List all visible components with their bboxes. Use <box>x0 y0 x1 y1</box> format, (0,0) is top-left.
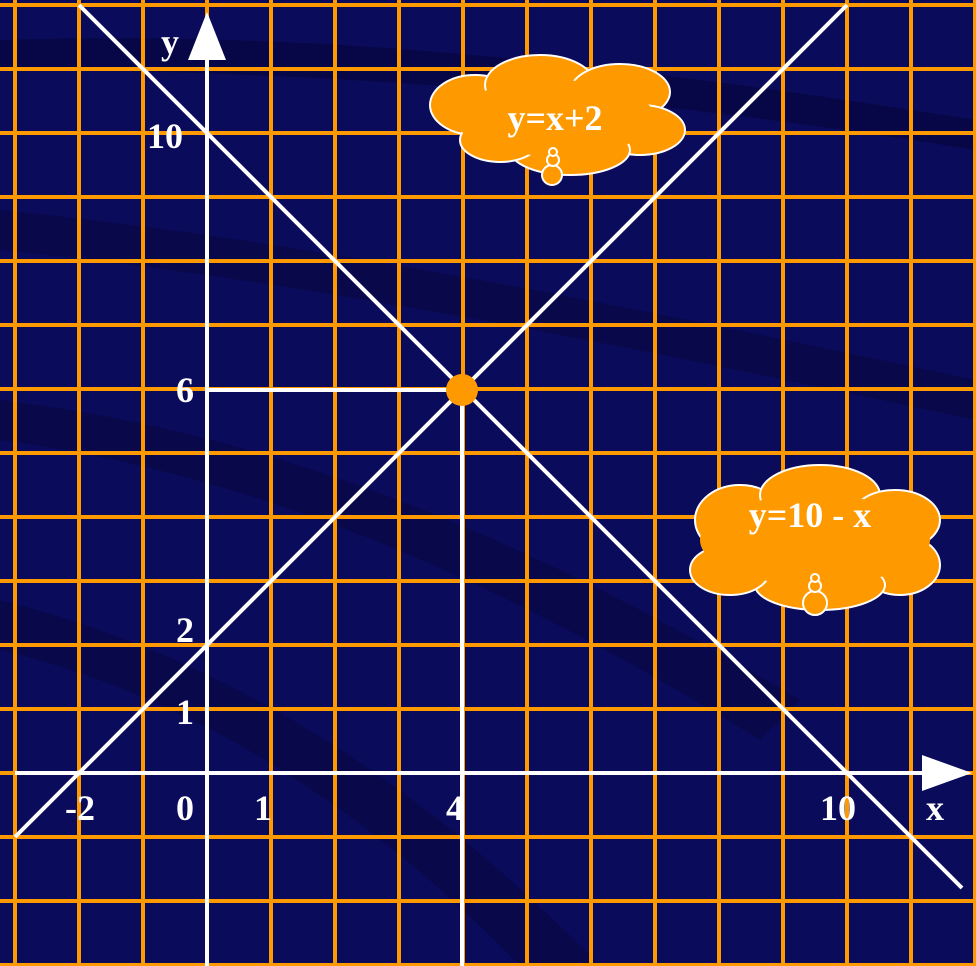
x-tick-label: 1 <box>254 788 272 828</box>
y-axis-label: y <box>161 22 179 62</box>
cloud <box>429 54 686 186</box>
streak <box>0 38 976 150</box>
y-axis-arrow <box>188 12 226 60</box>
intersection-point <box>446 374 478 406</box>
y-tick-label: 6 <box>176 370 194 410</box>
x-tick-label: 10 <box>820 788 856 828</box>
y-tick-label: 10 <box>147 116 183 156</box>
callout-text: y=10 - x <box>748 495 872 535</box>
line-y-x-plus-2 <box>13 3 849 839</box>
callout-box: y=10 - x <box>748 495 872 535</box>
streak <box>0 600 600 966</box>
x-axis-label: x <box>926 788 944 828</box>
x-tick-label: 0 <box>176 788 194 828</box>
callout-box: y=x+2 <box>507 98 603 138</box>
x-tick-label: -2 <box>65 788 95 828</box>
y-tick-label: 1 <box>176 692 194 732</box>
line-y-10-minus-x <box>77 3 964 890</box>
cloud <box>689 464 941 616</box>
x-axis-arrow <box>922 755 972 791</box>
y-tick-label: 2 <box>176 610 194 650</box>
x-tick-label: 4 <box>446 788 464 828</box>
callout-text: y=x+2 <box>507 98 603 138</box>
